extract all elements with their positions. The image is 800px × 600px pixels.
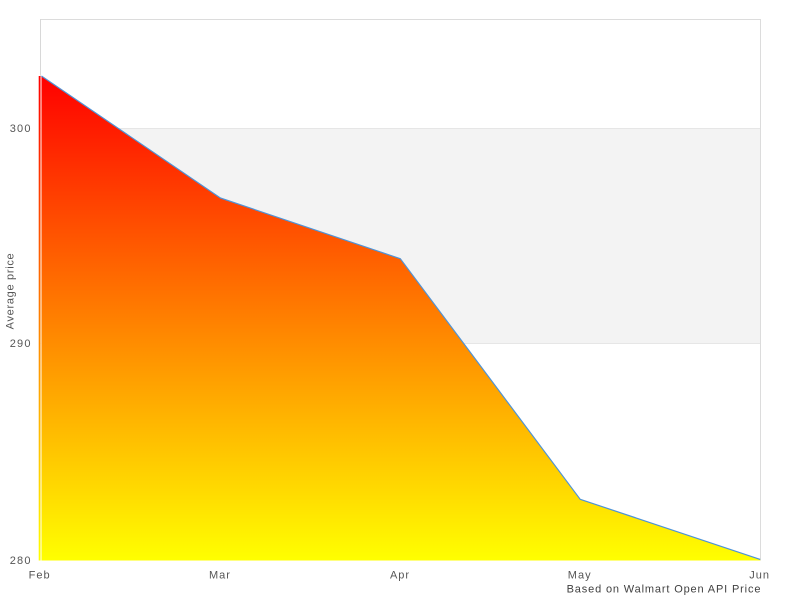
svg-text:Apr: Apr (390, 569, 410, 581)
svg-text:290: 290 (10, 338, 32, 350)
svg-text:Jun: Jun (749, 569, 770, 581)
svg-text:Average price: Average price (5, 253, 17, 330)
svg-text:Mar: Mar (209, 569, 231, 581)
svg-text:280: 280 (10, 555, 32, 567)
svg-text:300: 300 (10, 123, 32, 135)
svg-text:May: May (568, 569, 592, 581)
svg-text:Based on Walmart Open API Pric: Based on Walmart Open API Price (567, 584, 762, 596)
svg-text:Feb: Feb (29, 569, 51, 581)
